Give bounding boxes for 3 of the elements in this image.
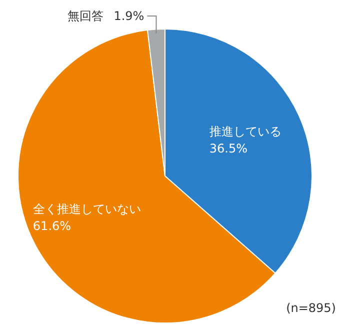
- data-label: 1.9%: [114, 9, 144, 23]
- slice-label: 無回答: [68, 9, 104, 23]
- text: (n=895): [286, 301, 336, 315]
